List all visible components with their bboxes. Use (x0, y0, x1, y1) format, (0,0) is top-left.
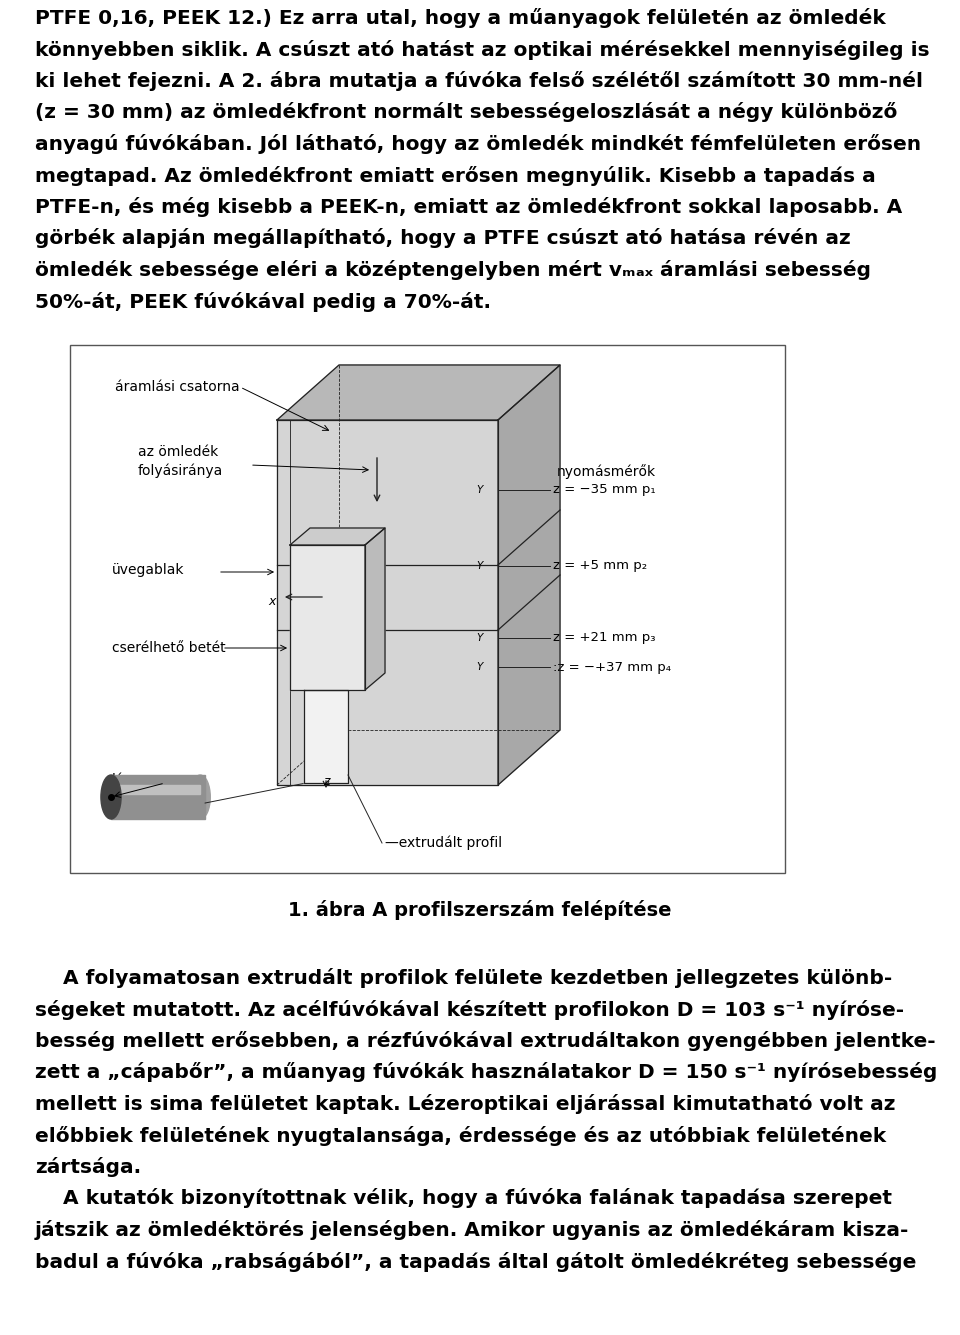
Text: Y: Y (477, 561, 483, 571)
Text: PTFE-n, és még kisebb a PEEK-n, emiatt az ömledékfront sokkal laposabb. A: PTFE-n, és még kisebb a PEEK-n, emiatt a… (35, 198, 902, 218)
Text: besség mellett erősebben, a rézfúvókával extrudáltakon gyengébben jelentke-: besség mellett erősebben, a rézfúvókával… (35, 1031, 936, 1051)
Text: (z = 30 mm) az ömledékfront normált sebességeloszlását a négy különböző: (z = 30 mm) az ömledékfront normált sebe… (35, 103, 898, 123)
Text: x: x (269, 595, 276, 607)
Ellipse shape (190, 776, 210, 818)
Text: z = +5 mm p₂: z = +5 mm p₂ (553, 559, 647, 573)
Text: Y: Y (477, 633, 483, 643)
Text: játszik az ömledéktörés jelenségben. Amikor ugyanis az ömledékáram kisza-: játszik az ömledéktörés jelenségben. Ami… (35, 1220, 909, 1240)
Text: megtapad. Az ömledékfront emiatt erősen megnyúlik. Kisebb a tapadás a: megtapad. Az ömledékfront emiatt erősen … (35, 166, 876, 186)
Text: 50%-át, PEEK fúvókával pedig a 70%-át.: 50%-át, PEEK fúvókával pedig a 70%-át. (35, 291, 491, 311)
Text: az ömledék: az ömledék (138, 445, 218, 459)
Polygon shape (498, 364, 560, 785)
Text: üvegablak: üvegablak (112, 563, 184, 577)
Text: badul a fúvóka „rabságából”, a tapadás által gátolt ömledékréteg sebessége: badul a fúvóka „rabságából”, a tapadás … (35, 1251, 917, 1271)
Text: A kutatók bizonyítottnak vélik, hogy a fúvóka falának tapadása szerepet: A kutatók bizonyítottnak vélik, hogy a f… (35, 1188, 892, 1208)
Text: Y: Y (477, 485, 483, 495)
Polygon shape (304, 690, 348, 784)
Text: zártsága.: zártsága. (35, 1157, 141, 1177)
Text: —extrudált profil: —extrudált profil (385, 836, 502, 850)
Text: anyagú fúvókában. Jól látható, hogy az ömledék mindkét fémfelületen erősen: anyagú fúvókában. Jól látható, hogy az ö… (35, 134, 922, 154)
Text: áramlási csatorna: áramlási csatorna (115, 380, 240, 394)
FancyBboxPatch shape (111, 776, 204, 818)
Polygon shape (277, 364, 560, 421)
Polygon shape (290, 545, 365, 690)
Text: 1. ábra A profilszerszám felépítése: 1. ábra A profilszerszám felépítése (288, 900, 672, 920)
Polygon shape (277, 421, 498, 785)
Text: lézer: lézer (112, 773, 146, 788)
Polygon shape (365, 529, 385, 690)
Text: ségeket mutatott. Az acélfúvókával készített profilokon D = 103 s⁻¹ nyíróse-: ségeket mutatott. Az acélfúvókával készí… (35, 1000, 904, 1020)
Text: ömledék sebessége eléri a középtengelyben mért vₘₐₓ áramlási sebesség: ömledék sebessége eléri a középtengelybe… (35, 260, 871, 280)
Text: cserélhető betét: cserélhető betét (112, 641, 226, 655)
Text: előbbiek felületének nyugtalansága, érdessége és az utóbbiak felületének: előbbiek felületének nyugtalansága, érde… (35, 1125, 886, 1145)
Text: :z = −+37 mm p₄: :z = −+37 mm p₄ (553, 661, 671, 673)
Text: mellett is sima felületet kaptak. Lézeroptikai eljárással kimutatható volt az: mellett is sima felületet kaptak. Lézero… (35, 1093, 896, 1113)
Text: ki lehet fejezni. A 2. ábra mutatja a fúvóka felső szélétől számított 30 mm-nél: ki lehet fejezni. A 2. ábra mutatja a fú… (35, 71, 923, 91)
Text: A folyamatosan extrudált profilok felülete kezdetben jellegzetes különb-: A folyamatosan extrudált profilok felüle… (35, 968, 892, 988)
Text: zett a „cápabőr”, a műanyag fúvókák használatakor D = 150 s⁻¹ nyírósebesség: zett a „cápabőr”, a műanyag fúvókák hasz… (35, 1063, 937, 1083)
Text: z: z (323, 776, 329, 788)
Text: folyásiránya: folyásiránya (138, 463, 224, 478)
Text: Y: Y (477, 662, 483, 672)
Text: PTFE 0,16, PEEK 12.) Ez arra utal, hogy a műanyagok felületén az ömledék: PTFE 0,16, PEEK 12.) Ez arra utal, hogy … (35, 8, 886, 28)
Bar (70, 344, 785, 873)
Polygon shape (111, 785, 201, 794)
Text: z = +21 mm p₃: z = +21 mm p₃ (553, 631, 656, 645)
Text: nyomásmérők: nyomásmérők (557, 465, 656, 479)
Ellipse shape (101, 776, 121, 818)
Text: könnyebben siklik. A csúszt ató hatást az optikai mérésekkel mennyiségileg is: könnyebben siklik. A csúszt ató hatást a… (35, 40, 929, 60)
Polygon shape (290, 529, 385, 545)
Text: görbék alapján megállapítható, hogy a PTFE csúszt ató hatása révén az: görbék alapján megállapítható, hogy a PT… (35, 228, 851, 248)
Text: z = −35 mm p₁: z = −35 mm p₁ (553, 483, 656, 497)
